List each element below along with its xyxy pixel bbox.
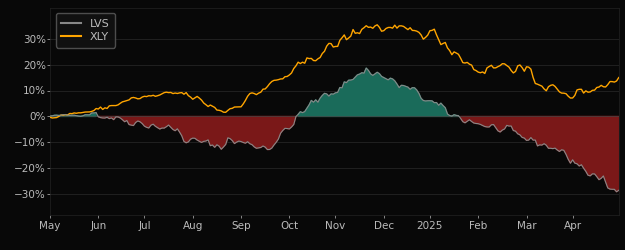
Legend: LVS, XLY: LVS, XLY	[56, 13, 115, 48]
